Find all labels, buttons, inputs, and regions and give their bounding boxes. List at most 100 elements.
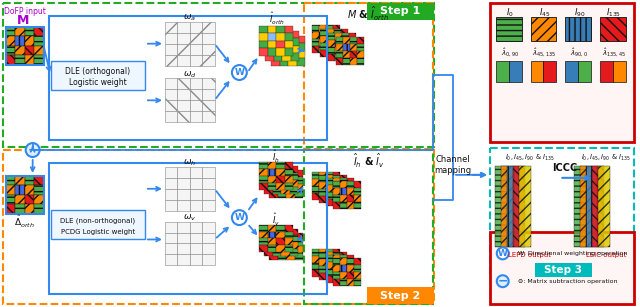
Bar <box>336 51 343 58</box>
Bar <box>333 249 340 256</box>
Bar <box>579 60 591 83</box>
Bar <box>259 33 268 41</box>
Bar <box>326 185 333 192</box>
Bar <box>269 253 278 260</box>
Bar <box>294 247 303 253</box>
Bar <box>326 270 333 277</box>
Text: W: W <box>234 68 244 77</box>
Bar <box>333 258 340 265</box>
Bar <box>276 162 285 169</box>
Circle shape <box>26 143 40 157</box>
Bar <box>281 187 289 194</box>
Bar <box>354 188 360 195</box>
Bar <box>333 189 340 196</box>
Bar <box>326 178 333 185</box>
Bar <box>342 33 349 40</box>
Bar <box>312 270 319 277</box>
Bar <box>278 170 286 177</box>
Bar <box>354 181 360 188</box>
Bar <box>278 184 286 191</box>
Text: $\hat{\lambda}_{135,45}$: $\hat{\lambda}_{135,45}$ <box>602 46 626 59</box>
Bar <box>285 239 293 245</box>
Bar <box>189 255 202 265</box>
Text: Logistic weight: Logistic weight <box>69 78 127 87</box>
Bar <box>274 53 282 60</box>
Bar <box>165 100 177 111</box>
Text: $\hat{I}_h$: $\hat{I}_h$ <box>272 149 280 165</box>
Bar <box>274 31 282 38</box>
Bar <box>25 185 34 195</box>
Bar <box>278 239 286 247</box>
Bar <box>340 29 348 36</box>
Bar <box>312 263 319 270</box>
Bar <box>326 175 333 182</box>
Bar <box>326 255 333 262</box>
Bar <box>340 279 347 286</box>
Bar <box>268 41 276 48</box>
Bar <box>327 36 334 43</box>
Bar <box>326 269 333 276</box>
Bar <box>268 176 276 183</box>
Bar <box>268 231 276 239</box>
Bar <box>340 258 347 265</box>
Bar <box>34 36 44 46</box>
Bar <box>281 249 289 256</box>
Bar <box>354 202 360 209</box>
Bar <box>34 176 44 185</box>
Bar <box>312 46 319 52</box>
Bar <box>281 166 289 173</box>
Bar <box>285 48 293 56</box>
Bar <box>291 31 299 38</box>
Bar <box>202 222 214 232</box>
Bar <box>333 186 340 193</box>
Bar <box>202 167 214 178</box>
Bar <box>288 36 296 43</box>
Bar <box>189 200 202 211</box>
Bar <box>282 31 291 38</box>
Bar <box>319 266 326 273</box>
Bar <box>269 232 278 239</box>
Bar <box>202 22 214 33</box>
Bar <box>202 79 214 89</box>
Bar <box>586 166 598 247</box>
Bar <box>25 204 34 214</box>
Bar <box>320 36 327 43</box>
Bar <box>613 60 626 83</box>
Bar <box>531 60 543 83</box>
Text: $M$ & $\hat{I}_{orth}$: $M$ & $\hat{I}_{orth}$ <box>348 5 390 23</box>
Bar <box>259 176 268 183</box>
Bar <box>15 46 25 55</box>
Bar <box>289 228 298 235</box>
Bar <box>334 43 340 50</box>
Bar <box>326 172 333 179</box>
Bar <box>271 43 280 51</box>
Bar <box>333 199 340 206</box>
Bar <box>189 178 202 189</box>
Bar <box>259 48 268 56</box>
Bar <box>286 170 294 177</box>
Bar <box>165 22 177 33</box>
Bar <box>319 273 326 280</box>
Bar <box>327 50 334 56</box>
Bar <box>294 184 303 191</box>
Bar <box>278 191 286 198</box>
Bar <box>286 184 294 191</box>
Bar <box>265 31 274 38</box>
Bar <box>340 188 347 195</box>
Bar <box>276 26 285 33</box>
Bar <box>15 204 25 214</box>
Bar <box>268 162 276 169</box>
Bar <box>319 263 326 270</box>
Bar <box>268 33 276 41</box>
Bar <box>285 176 293 183</box>
Bar <box>165 189 177 200</box>
Bar <box>177 22 189 33</box>
Bar <box>319 196 326 203</box>
Bar <box>286 177 294 184</box>
Text: $I_0, I_{45}, I_{90}$ & $I_{135}$: $I_0, I_{45}, I_{90}$ & $I_{135}$ <box>505 153 554 163</box>
Bar <box>490 3 634 142</box>
Bar <box>320 29 327 36</box>
Text: $\hat{\lambda}_{45,135}$: $\hat{\lambda}_{45,135}$ <box>532 46 557 59</box>
Text: Step 1: Step 1 <box>380 6 420 16</box>
Bar <box>6 55 15 64</box>
